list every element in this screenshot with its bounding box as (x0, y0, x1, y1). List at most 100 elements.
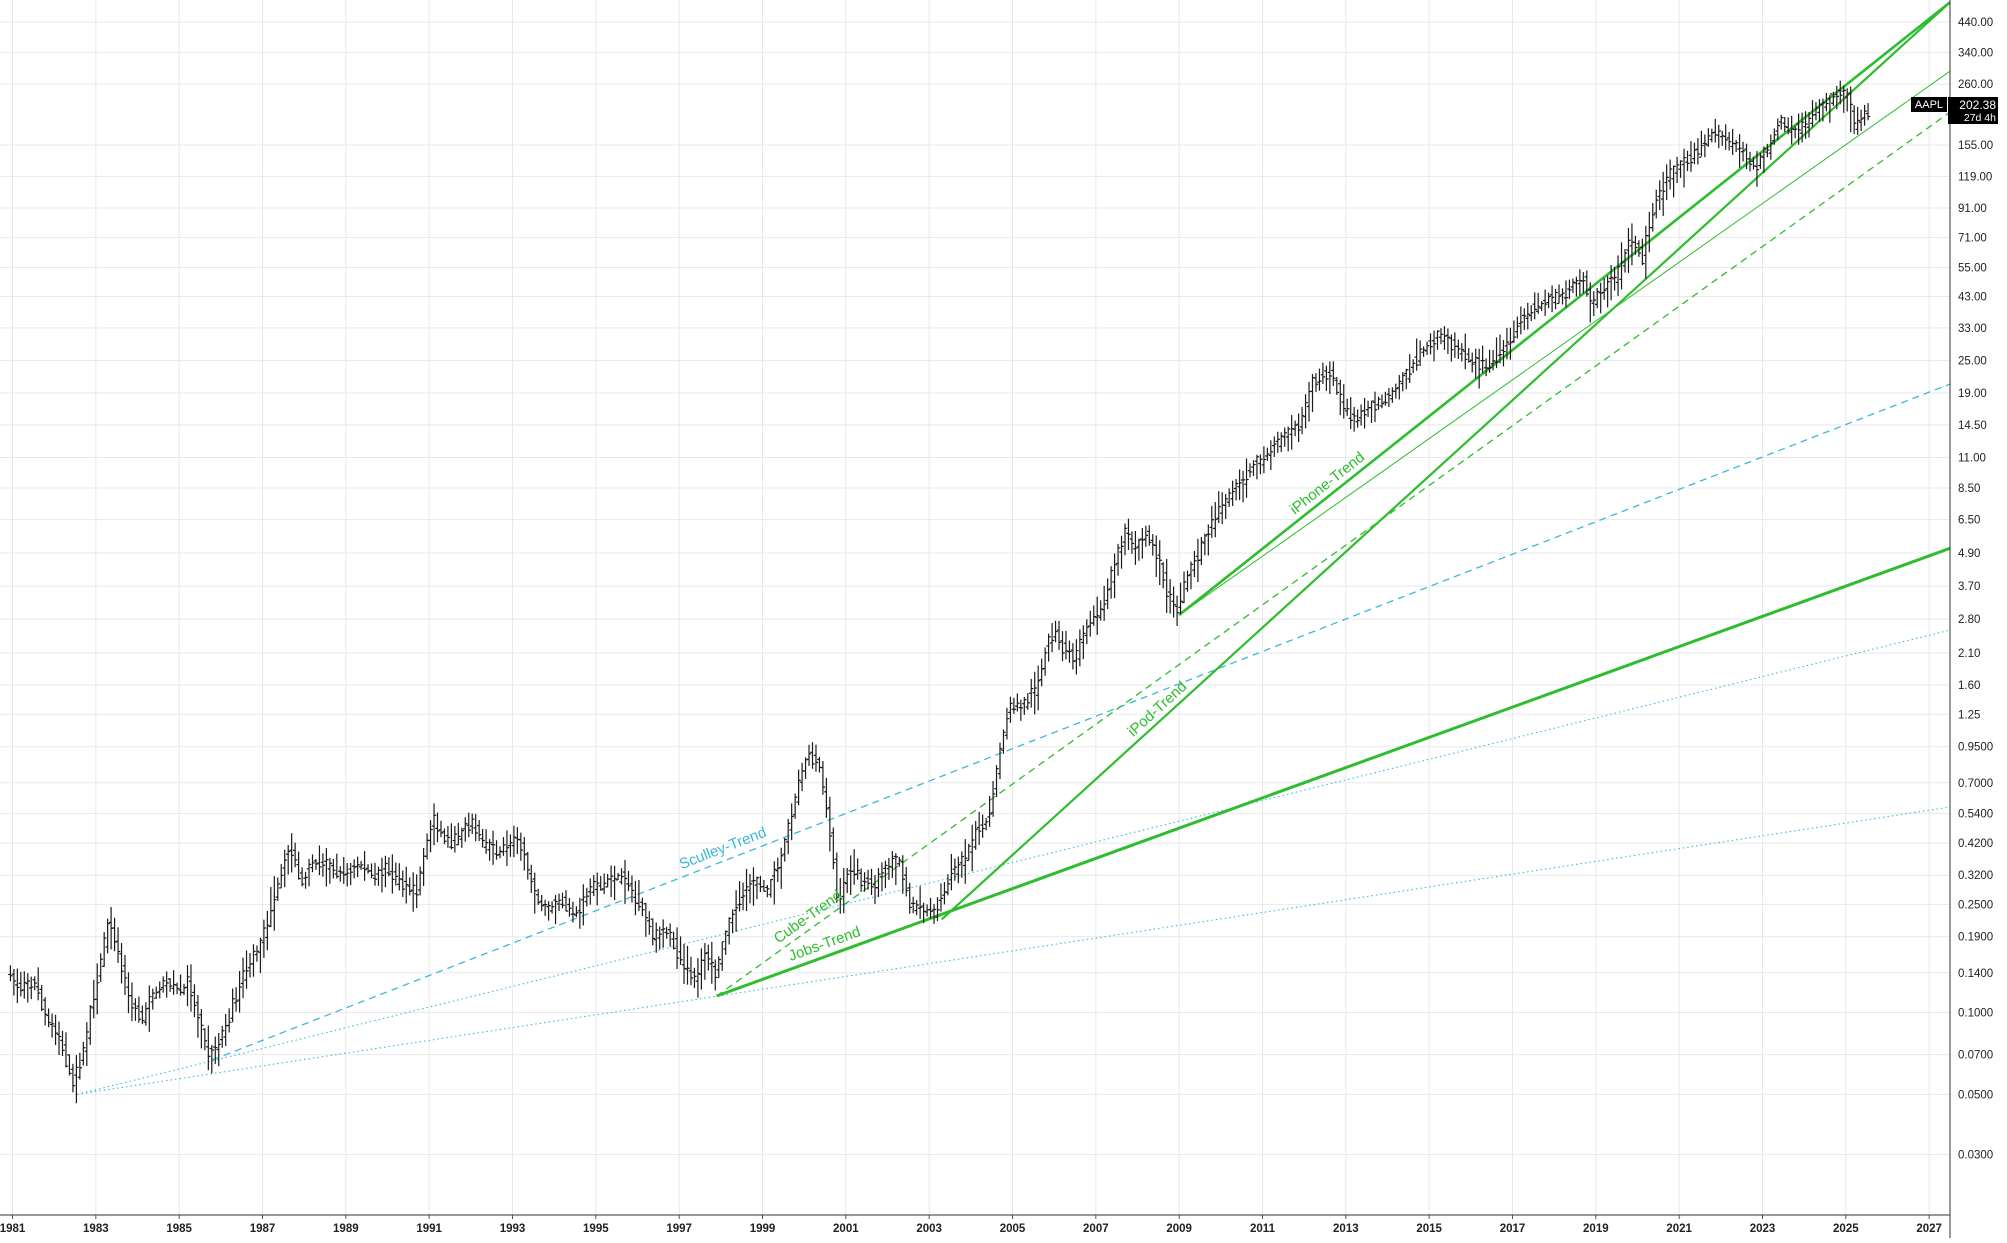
ohlc-bar (723, 930, 728, 955)
ohlc-bar (966, 843, 971, 862)
trendline[interactable] (76, 629, 1951, 1095)
ohlc-bar (626, 870, 631, 892)
ohlc-bar (799, 762, 805, 792)
ohlc-bar (647, 911, 652, 935)
ohlc-bar (1549, 285, 1555, 313)
ohlc-bar (1633, 235, 1638, 255)
y-tick-label: 1.60 (1958, 680, 1980, 692)
ohlc-bar (1848, 86, 1853, 133)
ohlc-bar (1654, 189, 1659, 219)
ohlc-bar (907, 882, 912, 914)
trendline-sculley-trend[interactable] (212, 383, 1951, 1061)
ohlc-bar (1636, 240, 1642, 257)
ohlc-bar (1792, 125, 1798, 139)
ohlc-bar (1369, 400, 1374, 423)
ohlc-bar (1695, 138, 1701, 165)
ohlc-bar (1091, 605, 1096, 626)
y-tick-label: 260.00 (1958, 79, 1993, 91)
ohlc-bar (185, 965, 190, 1007)
ohlc-bar (605, 874, 610, 888)
ohlc-bar (1070, 643, 1076, 670)
ohlc-bar (1004, 707, 1010, 740)
ohlc-bar (782, 837, 787, 862)
ohlc-bar (1101, 585, 1107, 621)
ohlc-bar (133, 998, 138, 1021)
ohlc-bar (1133, 530, 1138, 565)
ohlc-bar (348, 862, 353, 886)
ohlc-bar (1532, 292, 1537, 320)
ohlc-bar (56, 1021, 62, 1056)
x-tick-label: 2019 (1583, 1223, 1609, 1235)
ohlc-bar (1056, 620, 1062, 650)
ohlc-bar (1171, 586, 1176, 618)
ohlc-bar (1341, 384, 1346, 419)
ohlc-bar (362, 851, 367, 881)
ohlc-bar (674, 927, 680, 970)
x-tick-label: 2027 (1916, 1223, 1942, 1235)
ohlc-bar (1685, 150, 1690, 172)
ohlc-bar (612, 865, 617, 901)
ohlc-bar (1098, 600, 1103, 621)
ohlc-bar (1581, 272, 1586, 294)
ohlc-bar (1535, 292, 1541, 314)
ohlc-bar (1129, 531, 1135, 554)
ohlc-bar (1674, 156, 1680, 184)
ohlc-bar (1622, 248, 1628, 273)
ohlc-bar (591, 874, 596, 897)
ohlc-bar (744, 868, 749, 912)
ohlc-bar (1678, 160, 1683, 178)
ohlc-bar (1577, 269, 1583, 296)
ohlc-bar (810, 742, 815, 769)
trendline-cube-trend[interactable] (716, 111, 1951, 997)
ohlc-bar (803, 757, 808, 779)
ohlc-bar (924, 904, 930, 917)
trendline[interactable] (76, 806, 1951, 1095)
x-tick-label: 1999 (750, 1223, 776, 1235)
ohlc-bar (963, 839, 968, 884)
ohlc-bar (952, 858, 958, 881)
ohlc-bar (841, 868, 846, 914)
ohlc-bar (327, 857, 333, 884)
ohlc-bar (1615, 255, 1621, 297)
ohlc-bar (1272, 436, 1277, 457)
ohlc-bar (213, 1036, 218, 1064)
ohlc-bar (1154, 535, 1159, 577)
ohlc-bar (1456, 339, 1461, 359)
ohlc-bar (1136, 538, 1142, 561)
ohlc-bar (105, 918, 110, 954)
y-tick-label: 43.00 (1958, 292, 1987, 304)
ohlc-bar (827, 796, 833, 852)
ohlc-bar (730, 909, 735, 934)
ohlc-bar (279, 864, 284, 889)
trendline-ipod-trend[interactable] (940, 1, 1951, 921)
ohlc-bar (1001, 729, 1006, 754)
ohlc-bar (8, 965, 13, 982)
y-tick-label: 0.5400 (1958, 808, 1993, 820)
ohlc-bar (1417, 340, 1423, 367)
ohlc-bar (1063, 630, 1069, 660)
ohlc-bar (46, 1008, 51, 1028)
ohlc-bar (84, 1022, 90, 1066)
ohlc-bar (424, 833, 430, 860)
ohlc-bar (345, 863, 350, 887)
trendline-iphone-trend[interactable] (1178, 1, 1951, 616)
trendline-jobs-trend[interactable] (716, 546, 1951, 998)
ohlc-bar (1324, 365, 1329, 391)
ohlc-bar (921, 902, 926, 924)
ohlc-bar (386, 857, 392, 877)
x-tick-label: 2025 (1833, 1223, 1859, 1235)
ohlc-bar (1140, 527, 1145, 559)
ohlc-bar (976, 811, 982, 845)
ohlc-bar (1765, 143, 1770, 158)
ohlc-bar (449, 823, 454, 850)
ohlc-bar (1077, 629, 1083, 667)
ohlc-bar (1605, 275, 1610, 308)
ohlc-bar (890, 851, 895, 878)
ohlc-bar (1626, 227, 1631, 273)
ohlc-bar (664, 926, 669, 939)
ohlc-bar (796, 769, 801, 806)
ohlc-bar (1494, 337, 1499, 369)
trendline[interactable] (1178, 70, 1951, 616)
